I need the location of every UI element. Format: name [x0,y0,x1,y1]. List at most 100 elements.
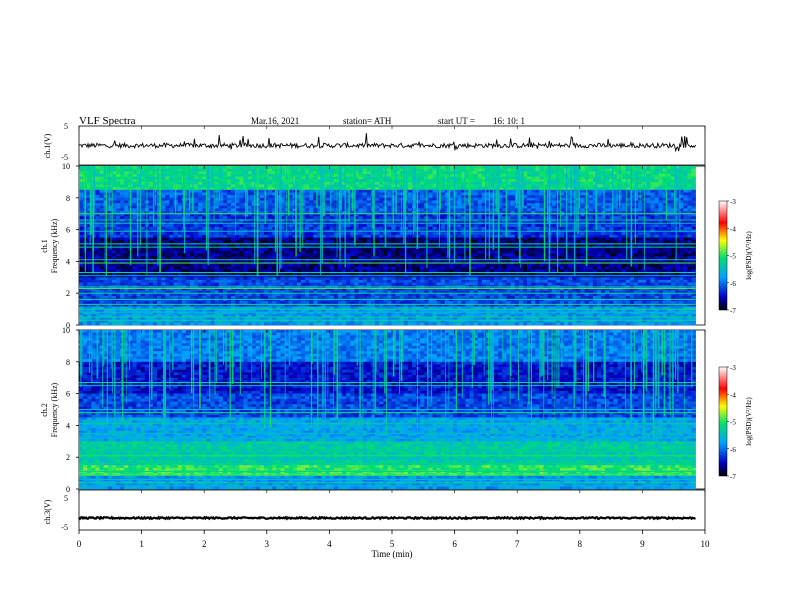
spectrogram-cell [358,237,363,241]
spectrogram-cell [333,248,339,252]
spectrogram-cell [329,322,335,326]
spectrogram-cell [272,240,277,244]
spectrogram-cell [280,319,285,323]
spectrogram-cell [218,317,224,320]
spectrogram-cell [387,216,392,220]
spectrogram-cell [325,253,331,257]
spectrogram-cell [111,269,117,273]
spectrogram-cell [276,279,281,283]
spectrogram-cell [317,295,322,299]
spectrogram-cell [272,301,277,305]
spectrogram-cell [268,195,273,199]
spectrogram-cell [124,195,129,199]
spectrogram-cell [185,200,191,204]
spectrogram-cell [226,256,232,260]
spectrogram-cell [259,205,265,209]
spectrogram-cell [103,287,109,291]
spectrogram-cell [346,301,351,305]
spectrogram-cell [226,211,232,214]
spectrogram-cell [202,197,207,201]
spectrogram-cell [342,248,347,252]
spectrogram-cell [132,322,137,326]
spectrogram-cell [231,173,236,177]
spectrogram-cell [305,166,310,169]
spectrogram-cell [379,168,384,172]
spectrogram-cell [169,168,174,172]
spectrogram-cell [157,303,162,307]
spectrogram-cell [342,197,347,201]
spectrogram-cell [165,293,170,297]
spectrogram-cell [305,216,310,220]
spectrogram-cell [95,195,100,199]
spectrogram-cell [177,290,183,294]
spectrogram-cell [354,184,359,188]
spectrogram-cell [292,250,298,254]
spectrogram-cell [128,303,133,307]
spectrogram-cell [354,224,359,228]
spectrogram-cell [79,226,84,230]
spectrogram-cell [243,279,248,283]
spectrogram-cell [374,176,380,180]
spectrogram-cell [189,237,195,241]
spectrogram-cell [317,200,322,204]
spectrogram-cell [173,232,178,236]
spectrogram-cell [214,253,220,257]
spectrogram-cell [239,166,244,169]
spectrogram-cell [218,306,224,310]
spectrogram-cell [305,269,310,273]
spectrogram-cell [128,272,133,275]
spectrogram-cell [300,269,306,273]
spectrogram-cell [148,277,154,281]
spectrogram-cell [202,317,207,320]
spectrogram-cell [95,181,100,185]
spectrogram-cell [247,203,252,207]
spectrogram-cell [379,203,384,207]
spectrogram-cell [111,306,117,310]
spectrogram-cell [292,166,298,169]
spectrogram-cell [202,266,207,270]
spectrogram-cell [128,301,133,305]
spectrogram-cell [354,234,359,238]
spectrogram-cell [185,224,191,228]
spectrogram-cell [259,253,265,257]
spectrogram-cell [132,264,137,267]
spectrogram-cell [210,213,215,217]
spectrogram-cell [214,205,220,209]
spectrogram-cell [370,319,376,323]
spectrogram-cell [148,250,154,254]
spectrogram-cell [152,166,158,169]
spectrogram-cell [177,213,183,217]
spectrogram-cell [342,309,347,313]
spectrogram-cell [116,205,121,209]
spectrogram-cell [259,279,265,283]
spectrogram-cell [95,279,100,283]
spectrogram-cell [136,234,141,238]
spectrogram-cell [333,314,339,318]
spectrogram-cell [280,282,285,286]
spectrogram-cell [87,192,92,196]
spectrogram-cell [329,319,335,323]
spectrogram-cell [116,303,121,307]
spectrogram-cell [128,314,133,318]
spectrogram-cell [140,248,146,252]
spectrogram-cell [111,187,117,191]
spectrogram-cell [226,303,232,307]
spectrogram-cell [259,211,265,214]
spectrogram-cell [136,226,141,230]
spectrogram-cell [152,203,158,207]
spectrogram-cell [296,301,302,305]
spectrogram-cell [231,269,236,273]
spectrogram-cell [370,290,376,294]
spectrogram-cell [317,232,322,236]
spectrogram-cell [198,205,203,209]
spectrogram-cell [358,195,363,199]
spectrogram-cell [148,264,154,267]
spectrogram-cell [325,192,331,196]
spectrogram-cell [280,216,285,220]
spectrogram-cell [251,205,257,209]
spectrogram-cell [87,319,92,323]
spectrogram-cell [91,277,96,281]
spectrogram-cell [103,301,109,305]
spectrogram-cell [387,195,392,199]
spectrogram-cell [157,272,162,275]
